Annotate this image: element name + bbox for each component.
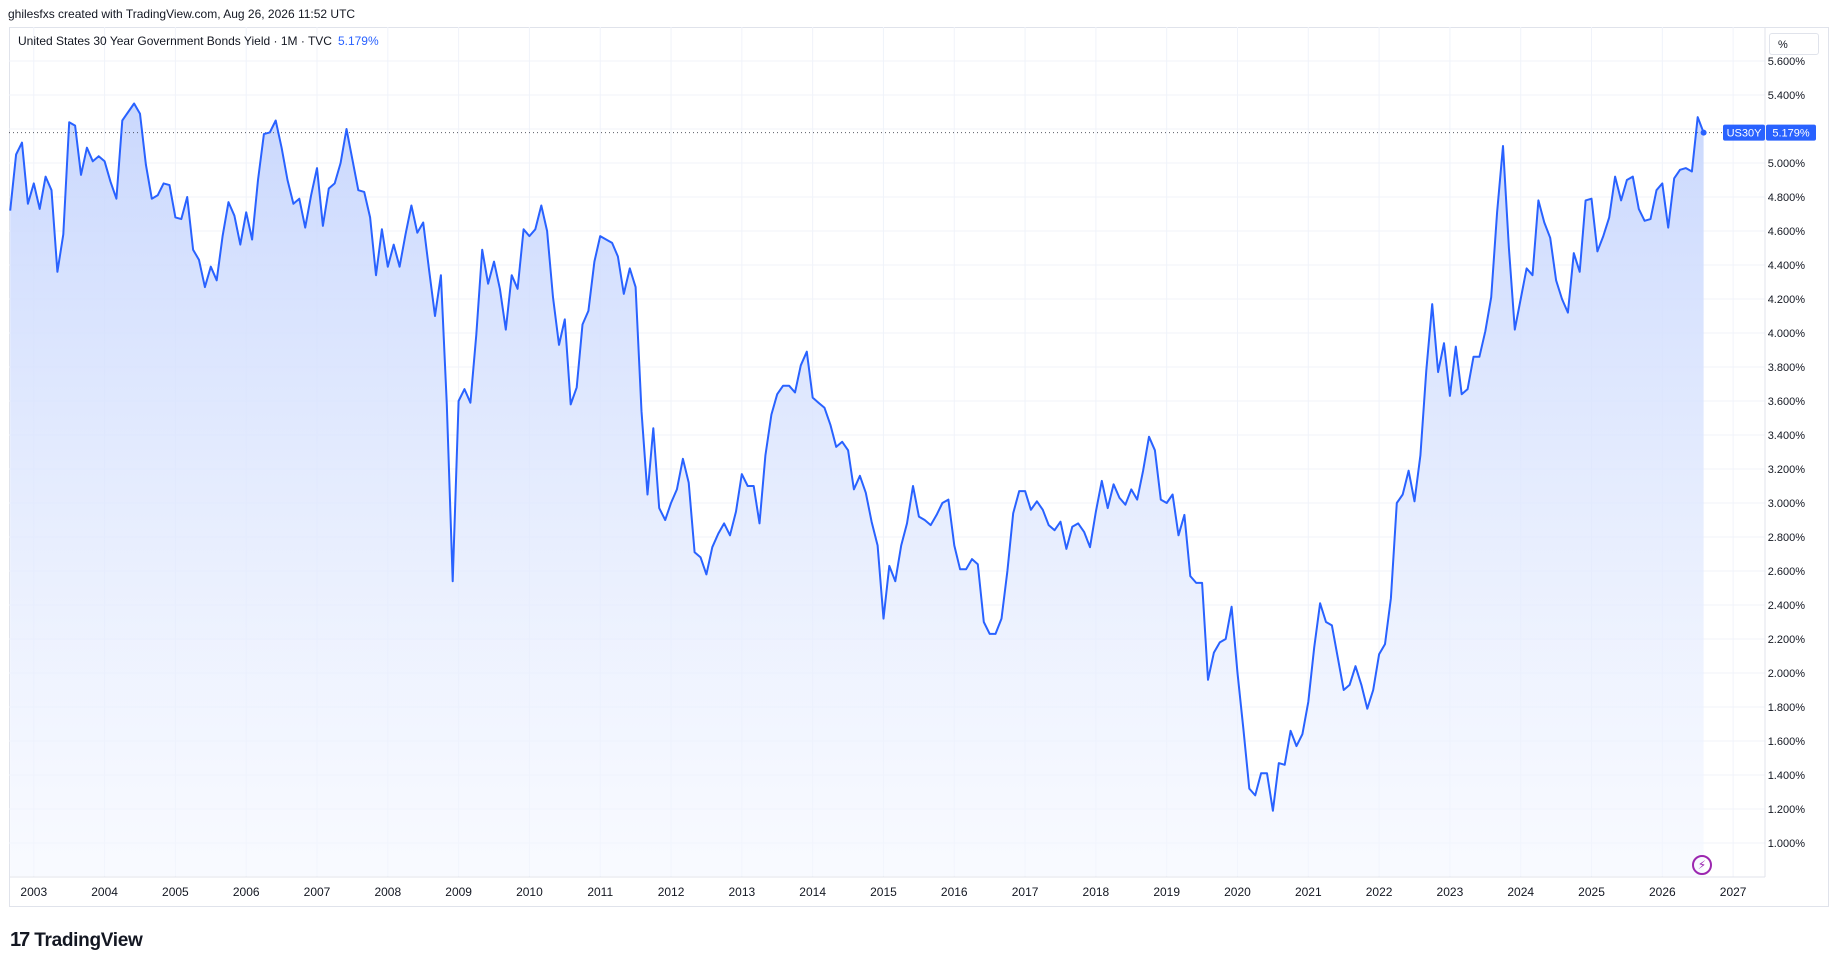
x-tick-label: 2018	[1083, 885, 1110, 899]
tradingview-logo-text: TradingView	[34, 929, 143, 951]
x-tick-label: 2005	[162, 885, 189, 899]
tradingview-logo-icon: 17	[10, 929, 30, 951]
x-tick-label: 2011	[587, 885, 613, 899]
x-tick-label: 2021	[1295, 885, 1322, 899]
yield-series-line	[9, 102, 1705, 812]
badge-symbol: US30Y	[1727, 128, 1763, 140]
y-tick-label: 3.600%	[1768, 396, 1806, 408]
y-tick-label: 4.600%	[1768, 226, 1806, 238]
x-tick-label: 2010	[516, 885, 543, 899]
y-tick-label: 2.200%	[1768, 634, 1806, 646]
price-scale-unit-button[interactable]: %	[1769, 33, 1819, 55]
tradingview-logo: 17 TradingView	[10, 929, 143, 952]
chart-credit: ghilesfxs created with TradingView.com, …	[8, 7, 356, 21]
y-tick-label: 5.600%	[1768, 56, 1806, 68]
y-tick-label: 4.400%	[1768, 260, 1806, 272]
x-tick-label: 2014	[799, 885, 826, 899]
last-value-badge: US30Y 5.179%	[1723, 124, 1816, 141]
x-tick-label: 2019	[1153, 885, 1180, 899]
last-value-dot	[1700, 129, 1707, 136]
y-tick-label: 3.200%	[1768, 464, 1806, 476]
x-tick-label: 2009	[445, 885, 472, 899]
x-tick-label: 2004	[91, 885, 118, 899]
x-tick-label: 2013	[728, 885, 755, 899]
x-tick-label: 2017	[1012, 885, 1039, 899]
x-tick-label: 2023	[1437, 885, 1464, 899]
y-tick-label: 1.200%	[1768, 804, 1806, 816]
x-tick-label: 2020	[1224, 885, 1251, 899]
y-tick-label: 4.800%	[1768, 192, 1806, 204]
x-tick-label: 2016	[941, 885, 968, 899]
y-tick-label: 2.600%	[1768, 566, 1806, 578]
x-tick-label: 2024	[1507, 885, 1534, 899]
legend-title: United States 30 Year Government Bonds Y…	[18, 34, 332, 48]
x-tick-label: 2026	[1649, 885, 1676, 899]
lightning-icon[interactable]: ⚡	[1692, 855, 1712, 875]
y-tick-label: 1.400%	[1768, 770, 1806, 782]
y-tick-label: 3.400%	[1768, 430, 1806, 442]
y-tick-label: 2.400%	[1768, 600, 1806, 612]
legend-value: 5.179%	[337, 34, 379, 48]
y-tick-label: 5.000%	[1768, 158, 1806, 170]
chart-frame	[9, 27, 1829, 907]
x-tick-label: 2022	[1366, 885, 1393, 899]
y-tick-label: 4.000%	[1768, 328, 1806, 340]
y-tick-label: 1.600%	[1768, 736, 1806, 748]
y-tick-label: 1.000%	[1768, 838, 1806, 850]
series-legend[interactable]: United States 30 Year Government Bonds Y…	[18, 34, 379, 48]
y-tick-label: 5.400%	[1768, 90, 1806, 102]
x-tick-label: 2003	[20, 885, 47, 899]
y-tick-label: 1.800%	[1768, 702, 1806, 714]
x-tick-label: 2007	[304, 885, 331, 899]
x-tick-label: 2027	[1720, 885, 1747, 899]
x-tick-label: 2008	[374, 885, 401, 899]
price-axis: 1.000% 1.200% 1.400% 1.600% 1.800% 2.000% 2.20…	[1768, 56, 1806, 850]
y-tick-label: 2.000%	[1768, 668, 1806, 680]
y-tick-label: 3.800%	[1768, 362, 1806, 374]
yield-area-fill	[10, 103, 1704, 876]
y-tick-label: 4.200%	[1768, 294, 1806, 306]
y-tick-label: 3.000%	[1768, 498, 1806, 510]
x-tick-label: 2006	[233, 885, 260, 899]
badge-value: 5.179%	[1772, 128, 1810, 140]
y-tick-label: 2.800%	[1768, 532, 1806, 544]
x-tick-label: 2015	[870, 885, 897, 899]
time-axis: 2003 2004 2005 2006 2007 2008 2009 2010 2011 2012…	[20, 885, 1746, 899]
x-tick-label: 2025	[1578, 885, 1605, 899]
x-tick-label: 2012	[658, 885, 685, 899]
